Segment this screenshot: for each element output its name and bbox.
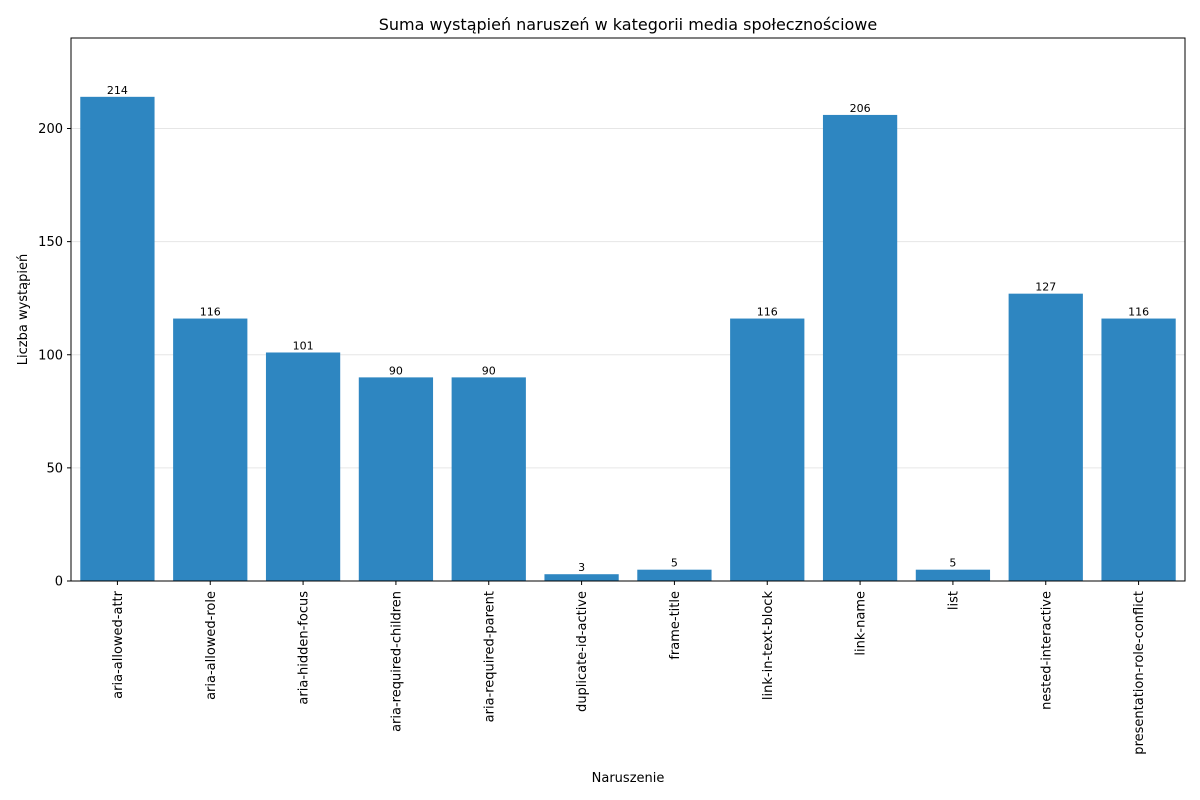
data-label: 5 [671, 557, 678, 570]
bar [451, 377, 526, 581]
x-tick-label: nested-interactive [1039, 591, 1054, 710]
y-tick-label: 200 [38, 122, 63, 137]
gridlines [71, 128, 1185, 469]
bar [358, 377, 434, 581]
bar [544, 574, 619, 581]
data-label: 3 [578, 561, 585, 574]
x-tick-label: list [946, 591, 961, 610]
x-tick-label: link-name [854, 591, 869, 656]
x-axis-label: Naruszenie [592, 771, 665, 786]
x-tick-label: aria-required-parent [482, 591, 497, 722]
bar [80, 96, 155, 581]
data-label: 90 [389, 364, 403, 377]
bar [173, 318, 248, 581]
y-tick-label: 50 [46, 461, 63, 476]
y-tick-label: 0 [55, 575, 63, 590]
x-tick-label: aria-required-children [389, 591, 404, 732]
data-label: 127 [1035, 281, 1056, 294]
data-labels: 214 116 101 90 90 3 5 116 206 5 127 116 [107, 84, 1149, 574]
bars [80, 96, 1176, 582]
bar [915, 569, 991, 581]
y-tick-label: 100 [38, 348, 63, 363]
chart-title: Suma wystąpień naruszeń w kategorii medi… [379, 15, 877, 34]
x-tick-label: aria-allowed-attr [111, 590, 126, 698]
bar [822, 114, 898, 582]
data-label: 116 [757, 306, 778, 319]
bar [1101, 318, 1176, 581]
x-tick-label: link-in-text-block [761, 591, 776, 701]
x-tick-label: presentation-role-conflict [1132, 591, 1147, 755]
bar [1008, 293, 1083, 581]
data-label: 5 [949, 557, 956, 570]
bar [637, 569, 712, 581]
data-label: 116 [1128, 306, 1149, 319]
data-label: 101 [293, 339, 314, 352]
data-label: 90 [482, 364, 496, 377]
bar [265, 352, 341, 581]
y-tick-label: 150 [38, 235, 63, 250]
y-axis-label: Liczba wystąpień [16, 254, 31, 365]
x-tick-label: aria-hidden-focus [297, 591, 312, 705]
x-tick-label: duplicate-id-active [575, 591, 590, 712]
y-axis-ticks: 0 50 100 150 200 [38, 122, 71, 590]
bar [730, 318, 805, 581]
data-label: 116 [200, 306, 221, 319]
plot-frame [70, 37, 1186, 582]
x-axis-ticks: aria-allowed-attr aria-allowed-role aria-h… [111, 581, 1147, 755]
x-tick-label: frame-title [668, 591, 683, 660]
x-tick-label: aria-allowed-role [204, 591, 219, 700]
data-label: 206 [850, 102, 871, 115]
data-label: 214 [107, 84, 128, 97]
